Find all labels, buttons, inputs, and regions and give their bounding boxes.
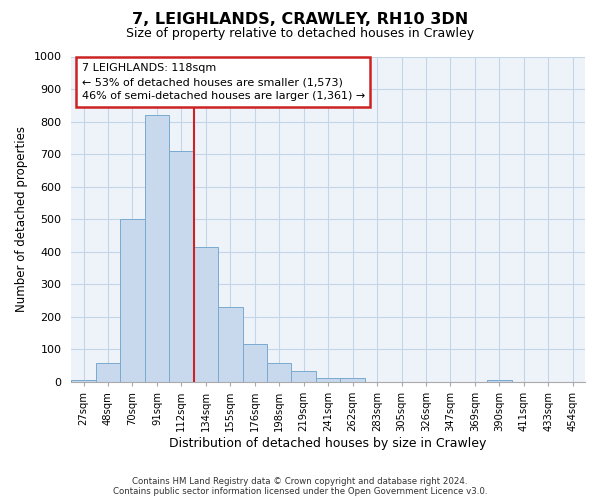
Text: Contains HM Land Registry data © Crown copyright and database right 2024.
Contai: Contains HM Land Registry data © Crown c… (113, 476, 487, 496)
Y-axis label: Number of detached properties: Number of detached properties (15, 126, 28, 312)
Bar (120, 220, 145, 382)
Bar (71, 380, 96, 382)
Bar (218, 307, 242, 382)
Bar (96, 364, 120, 382)
X-axis label: Distribution of detached houses by size in Crawley: Distribution of detached houses by size … (169, 437, 487, 450)
Bar (340, 378, 365, 382)
Bar (145, 115, 169, 382)
Bar (267, 364, 292, 382)
Bar (194, 247, 218, 382)
Text: 7, LEIGHLANDS, CRAWLEY, RH10 3DN: 7, LEIGHLANDS, CRAWLEY, RH10 3DN (132, 12, 468, 28)
Bar (316, 378, 340, 382)
Text: 7 LEIGHLANDS: 118sqm
← 53% of detached houses are smaller (1,573)
46% of semi-de: 7 LEIGHLANDS: 118sqm ← 53% of detached h… (82, 63, 365, 101)
Bar (292, 372, 316, 382)
Bar (487, 380, 512, 382)
Bar (242, 344, 267, 382)
Text: Size of property relative to detached houses in Crawley: Size of property relative to detached ho… (126, 28, 474, 40)
Bar (169, 151, 194, 382)
